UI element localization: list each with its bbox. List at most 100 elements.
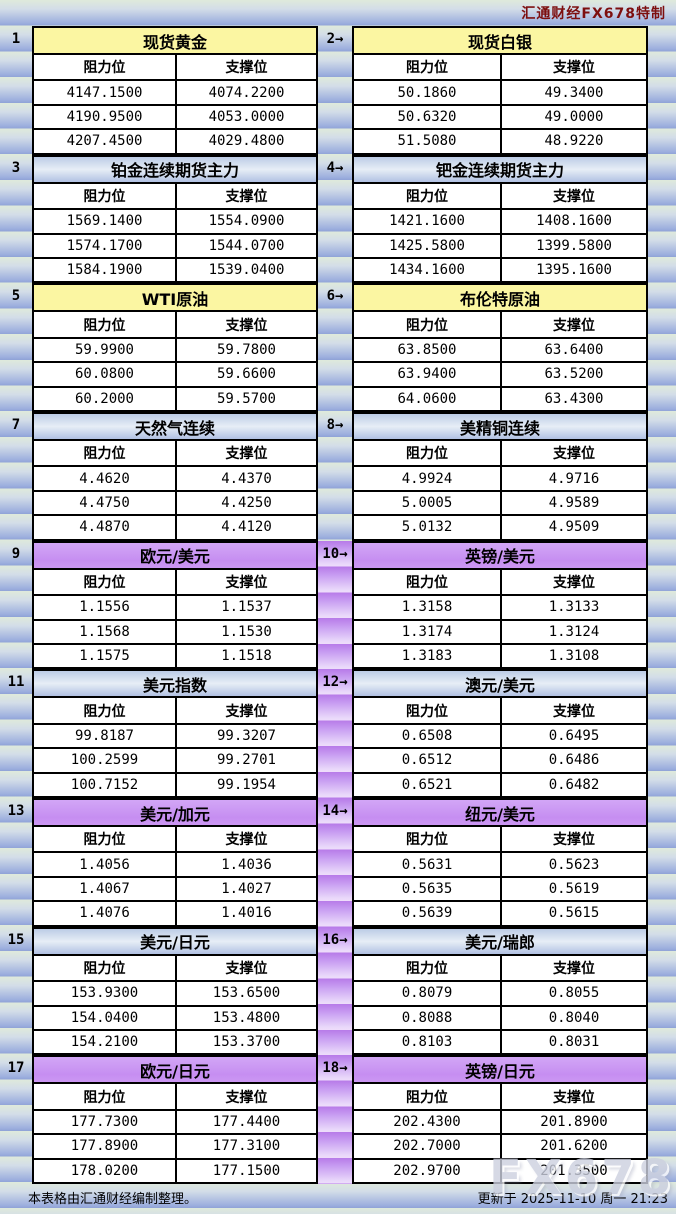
support-value: 59.5700 bbox=[175, 385, 316, 411]
support-value: 153.3700 bbox=[175, 1028, 316, 1054]
resistance-value: 5.0132 bbox=[354, 514, 500, 539]
panel-data-row: 1.1575 1.1518 bbox=[34, 642, 316, 668]
panel-header-row: 阻力位 支撑位 bbox=[34, 441, 316, 466]
resistance-value: 0.6508 bbox=[354, 722, 500, 748]
resistance-value: 100.2599 bbox=[34, 747, 175, 772]
panel-data-row: 50.6320 49.0000 bbox=[354, 103, 646, 129]
support-header: 支撑位 bbox=[500, 569, 646, 595]
resistance-value: 0.6521 bbox=[354, 771, 500, 797]
panel-data-row: 177.7300 177.4400 bbox=[34, 1108, 316, 1134]
support-header: 支撑位 bbox=[175, 955, 316, 981]
resistance-value: 4147.1500 bbox=[34, 79, 175, 104]
support-header: 支撑位 bbox=[500, 441, 646, 466]
panel-title: 澳元/美元 bbox=[354, 671, 646, 699]
resistance-value: 1.1575 bbox=[34, 642, 175, 668]
price-panel: 英镑/日元 阻力位 支撑位 202.4300 201.8900 202.7000 201.6… bbox=[352, 1055, 648, 1184]
support-value: 63.5200 bbox=[500, 361, 646, 386]
resistance-value: 0.5639 bbox=[354, 900, 500, 925]
panel-title: 美元/瑞郎 bbox=[354, 928, 646, 956]
resistance-header: 阻力位 bbox=[354, 55, 500, 80]
panel-data-row: 1.4067 1.4027 bbox=[34, 875, 316, 901]
panel-data-row: 1584.1900 1539.0400 bbox=[34, 256, 316, 282]
resistance-value: 50.6320 bbox=[354, 103, 500, 129]
support-value: 153.4800 bbox=[175, 1004, 316, 1029]
support-header: 支撑位 bbox=[175, 441, 316, 466]
support-value: 4.9509 bbox=[500, 514, 646, 539]
panel-title: 天然气连续 bbox=[34, 414, 316, 441]
right-margin bbox=[648, 541, 676, 670]
panel-data-row: 202.7000 201.6200 bbox=[354, 1133, 646, 1158]
panel-title: 美精铜连续 bbox=[354, 414, 646, 441]
support-value: 201.3500 bbox=[500, 1157, 646, 1183]
support-header: 支撑位 bbox=[500, 955, 646, 981]
support-header: 支撑位 bbox=[500, 698, 646, 723]
resistance-header: 阻力位 bbox=[34, 1084, 175, 1109]
panel-data-row: 0.5639 0.5615 bbox=[354, 900, 646, 925]
price-panel: 纽元/美元 阻力位 支撑位 0.5631 0.5623 0.5635 0.5619 0.563… bbox=[352, 798, 648, 927]
support-header: 支撑位 bbox=[500, 183, 646, 209]
support-value: 48.9220 bbox=[500, 128, 646, 153]
panel-number: 3 bbox=[11, 159, 21, 176]
panel-data-row: 154.2100 153.3700 bbox=[34, 1028, 316, 1054]
panel-data-row: 178.0200 177.1500 bbox=[34, 1157, 316, 1183]
panel-number: 7 bbox=[11, 417, 21, 433]
panel-title: WTI原油 bbox=[34, 285, 316, 313]
panel-header-row: 阻力位 支撑位 bbox=[354, 183, 646, 209]
resistance-value: 50.1860 bbox=[354, 79, 500, 104]
block-row: 7 天然气连续 阻力位 支撑位 4.4620 4.4370 4.4750 4.4250 4.48… bbox=[0, 412, 676, 541]
support-value: 49.3400 bbox=[500, 79, 646, 104]
panel-number-cell: 7 bbox=[0, 412, 32, 541]
support-value: 4.9716 bbox=[500, 465, 646, 490]
block-row: 5 WTI原油 阻力位 支撑位 59.9900 59.7800 60.0800 59.6600… bbox=[0, 283, 676, 412]
support-header: 支撑位 bbox=[175, 183, 316, 209]
resistance-header: 阻力位 bbox=[34, 698, 175, 723]
support-value: 1.1530 bbox=[175, 618, 316, 643]
panel-data-row: 1.4056 1.4036 bbox=[34, 851, 316, 876]
panel-data-row: 1.4076 1.4016 bbox=[34, 900, 316, 925]
support-value: 1539.0400 bbox=[175, 256, 316, 282]
resistance-value: 1.1568 bbox=[34, 618, 175, 643]
resistance-value: 154.2100 bbox=[34, 1028, 175, 1054]
panel-title: 钯金连续期货主力 bbox=[354, 156, 646, 184]
resistance-value: 4207.4500 bbox=[34, 128, 175, 153]
price-panel: 钯金连续期货主力 阻力位 支撑位 1421.1600 1408.1600 1425.580… bbox=[352, 154, 648, 284]
resistance-header: 阻力位 bbox=[354, 955, 500, 981]
panel-data-row: 153.9300 153.6500 bbox=[34, 980, 316, 1005]
panel-data-row: 4207.4500 4029.4800 bbox=[34, 128, 316, 153]
support-header: 支撑位 bbox=[175, 55, 316, 80]
resistance-value: 1.3174 bbox=[354, 618, 500, 643]
support-value: 0.5619 bbox=[500, 875, 646, 901]
panel-header-row: 阻力位 支撑位 bbox=[354, 827, 646, 852]
resistance-header: 阻力位 bbox=[354, 827, 500, 852]
panel-header-row: 阻力位 支撑位 bbox=[34, 312, 316, 337]
resistance-value: 1.3158 bbox=[354, 594, 500, 619]
resistance-value: 63.8500 bbox=[354, 336, 500, 362]
support-header: 支撑位 bbox=[175, 312, 316, 337]
panel-data-row: 1569.1400 1554.0900 bbox=[34, 208, 316, 233]
panel-header-row: 阻力位 支撑位 bbox=[354, 55, 646, 80]
support-value: 177.3100 bbox=[175, 1133, 316, 1158]
support-value: 0.6482 bbox=[500, 771, 646, 797]
panel-data-row: 4147.1500 4074.2200 bbox=[34, 79, 316, 104]
resistance-value: 1.4076 bbox=[34, 900, 175, 925]
panel-number-cell: 11 bbox=[0, 669, 32, 798]
support-value: 59.6600 bbox=[175, 361, 316, 386]
panel-title: 现货白银 bbox=[354, 28, 646, 55]
support-value: 99.3207 bbox=[175, 722, 316, 748]
panel-data-row: 63.8500 63.6400 bbox=[354, 336, 646, 362]
support-value: 1.1518 bbox=[175, 642, 316, 668]
panel-data-row: 1.3183 1.3108 bbox=[354, 642, 646, 668]
panel-header-row: 阻力位 支撑位 bbox=[354, 955, 646, 981]
panel-number: 17 bbox=[7, 1060, 25, 1077]
panel-header-row: 阻力位 支撑位 bbox=[34, 183, 316, 209]
resistance-value: 4.4870 bbox=[34, 514, 175, 539]
right-margin bbox=[648, 798, 676, 927]
panel-data-row: 0.6508 0.6495 bbox=[354, 722, 646, 748]
panel-arrow-cell: 8→ bbox=[318, 412, 352, 541]
panel-number-cell: 1 bbox=[0, 26, 32, 155]
panel-number: 9 bbox=[11, 545, 21, 562]
price-panel: 澳元/美元 阻力位 支撑位 0.6508 0.6495 0.6512 0.6486 0.652… bbox=[352, 669, 648, 798]
support-value: 4029.4800 bbox=[175, 128, 316, 153]
right-margin bbox=[648, 412, 676, 541]
resistance-header: 阻力位 bbox=[34, 827, 175, 852]
